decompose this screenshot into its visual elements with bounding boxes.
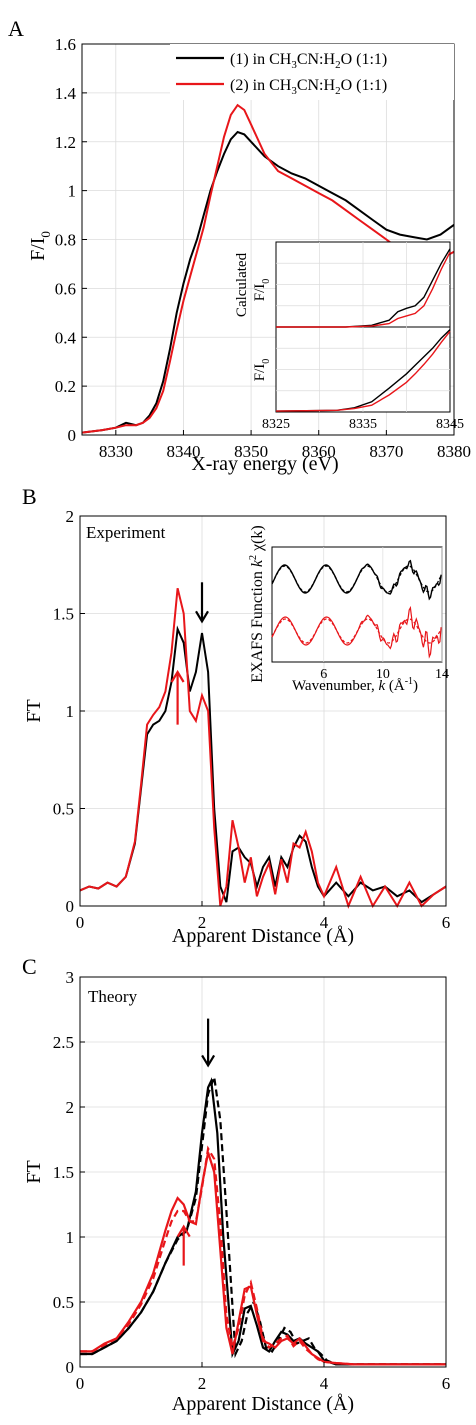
panel-a-ytick-label: 1.6 bbox=[55, 35, 76, 54]
panel-a-xtick-label: 8380 bbox=[437, 442, 471, 461]
panel-a-ytick-label: 1.2 bbox=[55, 133, 76, 152]
panel-a-ytick-label: 0.4 bbox=[55, 328, 77, 347]
inset-a-bottom-ylabel: F/I0 bbox=[252, 359, 272, 382]
legend-box bbox=[170, 44, 454, 100]
legend-entry-1: (1) in CH3CN:H2O (1:1) bbox=[230, 51, 387, 71]
panel-a-ytick-label: 0 bbox=[68, 426, 77, 445]
inset-a-top-label: Calculated bbox=[234, 252, 250, 317]
inset-a-xtick-label: 8335 bbox=[349, 417, 377, 432]
panel-c-letter: C bbox=[22, 954, 37, 979]
inset-a-series bbox=[275, 248, 451, 412]
panel-a-series-2-line bbox=[81, 103, 455, 434]
panel-b-arrow-head bbox=[170, 669, 185, 683]
panel-c-arrows bbox=[176, 1018, 216, 1266]
panel-c-ticks: 0 2 4 6 0 0.5 1 1.5 2 2.5 3 bbox=[53, 968, 451, 1393]
panel-a-ticks: 8330 8340 8350 8360 8370 8380 0 0.2 0.4 0.6 0.8 1 1.… bbox=[55, 35, 471, 461]
panel-c-xtick-label: 4 bbox=[320, 1374, 329, 1393]
panel-a-ytick-label: 0.6 bbox=[55, 279, 76, 298]
inset-b-xtick-label: 6 bbox=[320, 667, 327, 682]
panel-c-ytick-label: 1.5 bbox=[53, 1163, 74, 1182]
panel-b-arrow-head bbox=[195, 610, 209, 624]
panel-c: C 0 2 4 6 0 0.5 1 1.5 2 2.5 3 Theory FT Apparent D… bbox=[22, 954, 450, 1415]
panel-b-xlabel: Apparent Distance (Å) bbox=[172, 925, 354, 947]
panel-b-ytick-label: 1 bbox=[66, 702, 75, 721]
panel-a-ytick-label: 0.2 bbox=[55, 377, 76, 396]
panel-a-ytick-label: 0.8 bbox=[55, 231, 76, 250]
inset-b-xtick-label: 14 bbox=[435, 667, 449, 682]
panel-a-xtick-label: 8340 bbox=[166, 442, 200, 461]
panel-c-annotation: Theory bbox=[88, 987, 138, 1006]
panel-b-arrows bbox=[170, 582, 209, 725]
panel-c-series-2-dashed bbox=[80, 1145, 446, 1366]
inset-a-ticks: 8325 8335 8345 bbox=[262, 417, 464, 432]
panel-b: B 0 2 4 6 0 0.5 1 1.5 2 Experiment FT Apparent D… bbox=[22, 484, 450, 947]
inset-b-ticks: 6 10 14 bbox=[320, 667, 449, 682]
panel-c-ytick-label: 2.5 bbox=[53, 1033, 74, 1052]
panel-c-xtick-label: 6 bbox=[442, 1374, 451, 1393]
panel-c-arrow-head bbox=[201, 1054, 216, 1068]
panel-a-xtick-label: 8350 bbox=[234, 442, 268, 461]
inset-a-grid bbox=[276, 242, 450, 412]
panel-c-series bbox=[80, 1076, 446, 1366]
inset-b-series-2-exp bbox=[271, 605, 442, 659]
panel-a-xlabel: X-ray energy (eV) bbox=[191, 453, 338, 475]
panel-c-ytick-label: 0 bbox=[66, 1358, 75, 1377]
panel-a-letter: A bbox=[8, 16, 24, 41]
panel-b-series bbox=[79, 587, 447, 909]
panel-a-legend: (1) in CH3CN:H2O (1:1) (2) in CH3CN:H2O … bbox=[170, 44, 454, 100]
inset-a-bottom-series-2 bbox=[275, 330, 451, 412]
panel-a-xtick-label: 8370 bbox=[369, 442, 403, 461]
panel-a-series-1-line bbox=[81, 130, 455, 434]
panel-c-xtick-label: 2 bbox=[198, 1374, 207, 1393]
inset-a-top-series-2 bbox=[276, 251, 451, 328]
panel-c-ytick-label: 2 bbox=[66, 1098, 75, 1117]
panel-a-xtick-label: 8330 bbox=[99, 442, 133, 461]
inset-b-series bbox=[271, 559, 442, 659]
inset-b-series-1-fit bbox=[271, 565, 442, 593]
panel-a-xtick-label: 8360 bbox=[302, 442, 336, 461]
panel-b-letter: B bbox=[22, 484, 37, 509]
inset-a-xtick-label: 8325 bbox=[262, 417, 290, 432]
panel-c-ytick-label: 0.5 bbox=[53, 1293, 74, 1312]
panel-b-ticks: 0 2 4 6 0 0.5 1 1.5 2 bbox=[53, 507, 451, 932]
panel-b-xtick-label: 0 bbox=[76, 913, 85, 932]
inset-b-ylabel: EXAFS Function k2 χ(k) bbox=[248, 525, 266, 682]
panel-b-inset: 6 10 14 EXAFS Function k2 χ(k) Wavenumber,… bbox=[248, 525, 449, 694]
panel-c-series-1-dashed bbox=[80, 1076, 446, 1366]
panel-c-xlabel: Apparent Distance (Å) bbox=[172, 1393, 354, 1415]
panel-b-xtick-label: 4 bbox=[320, 913, 329, 932]
panel-b-ytick-label: 1.5 bbox=[53, 605, 74, 624]
panel-a: A 8330 8340 8350 8360 8370 8380 0 0.2 0.4 0.6 0.8 1… bbox=[8, 16, 471, 475]
panel-b-ytick-label: 2 bbox=[66, 507, 75, 526]
panel-b-ytick-label: 0 bbox=[66, 897, 75, 916]
panel-b-ylabel: FT bbox=[23, 699, 45, 722]
panel-a-ytick-label: 1 bbox=[68, 182, 77, 201]
inset-b-series-2-fit bbox=[271, 618, 442, 644]
panel-a-series bbox=[81, 103, 455, 434]
inset-b-xtick-label: 10 bbox=[376, 667, 390, 682]
inset-b-xlabel: Wavenumber, k (Å-1) bbox=[292, 676, 418, 694]
inset-a-xtick-label: 8345 bbox=[436, 417, 464, 432]
panel-b-annotation: Experiment bbox=[86, 523, 166, 542]
panel-b-xtick-label: 6 bbox=[442, 913, 451, 932]
panel-b-xtick-label: 2 bbox=[198, 913, 207, 932]
panel-c-arrow-head bbox=[176, 1224, 191, 1238]
panel-a-ylabel: F/I0 bbox=[27, 231, 53, 261]
panel-c-ytick-label: 3 bbox=[66, 968, 75, 987]
panel-b-series-2-line bbox=[79, 587, 447, 909]
legend-entry-2: (2) in CH3CN:H2O (1:1) bbox=[230, 77, 387, 97]
panel-c-xtick-label: 0 bbox=[76, 1374, 85, 1393]
inset-a-top-ylabel: F/I0 bbox=[252, 279, 272, 302]
panel-a-ytick-label: 1.4 bbox=[55, 84, 77, 103]
inset-b-box bbox=[271, 546, 443, 663]
panel-b-ytick-label: 0.5 bbox=[53, 800, 74, 819]
panel-c-ylabel: FT bbox=[23, 1160, 45, 1183]
panel-a-inset: Calculated F/I0 F/I0 8325 8335 8345 bbox=[234, 241, 464, 432]
panel-c-ytick-label: 1 bbox=[66, 1228, 75, 1247]
